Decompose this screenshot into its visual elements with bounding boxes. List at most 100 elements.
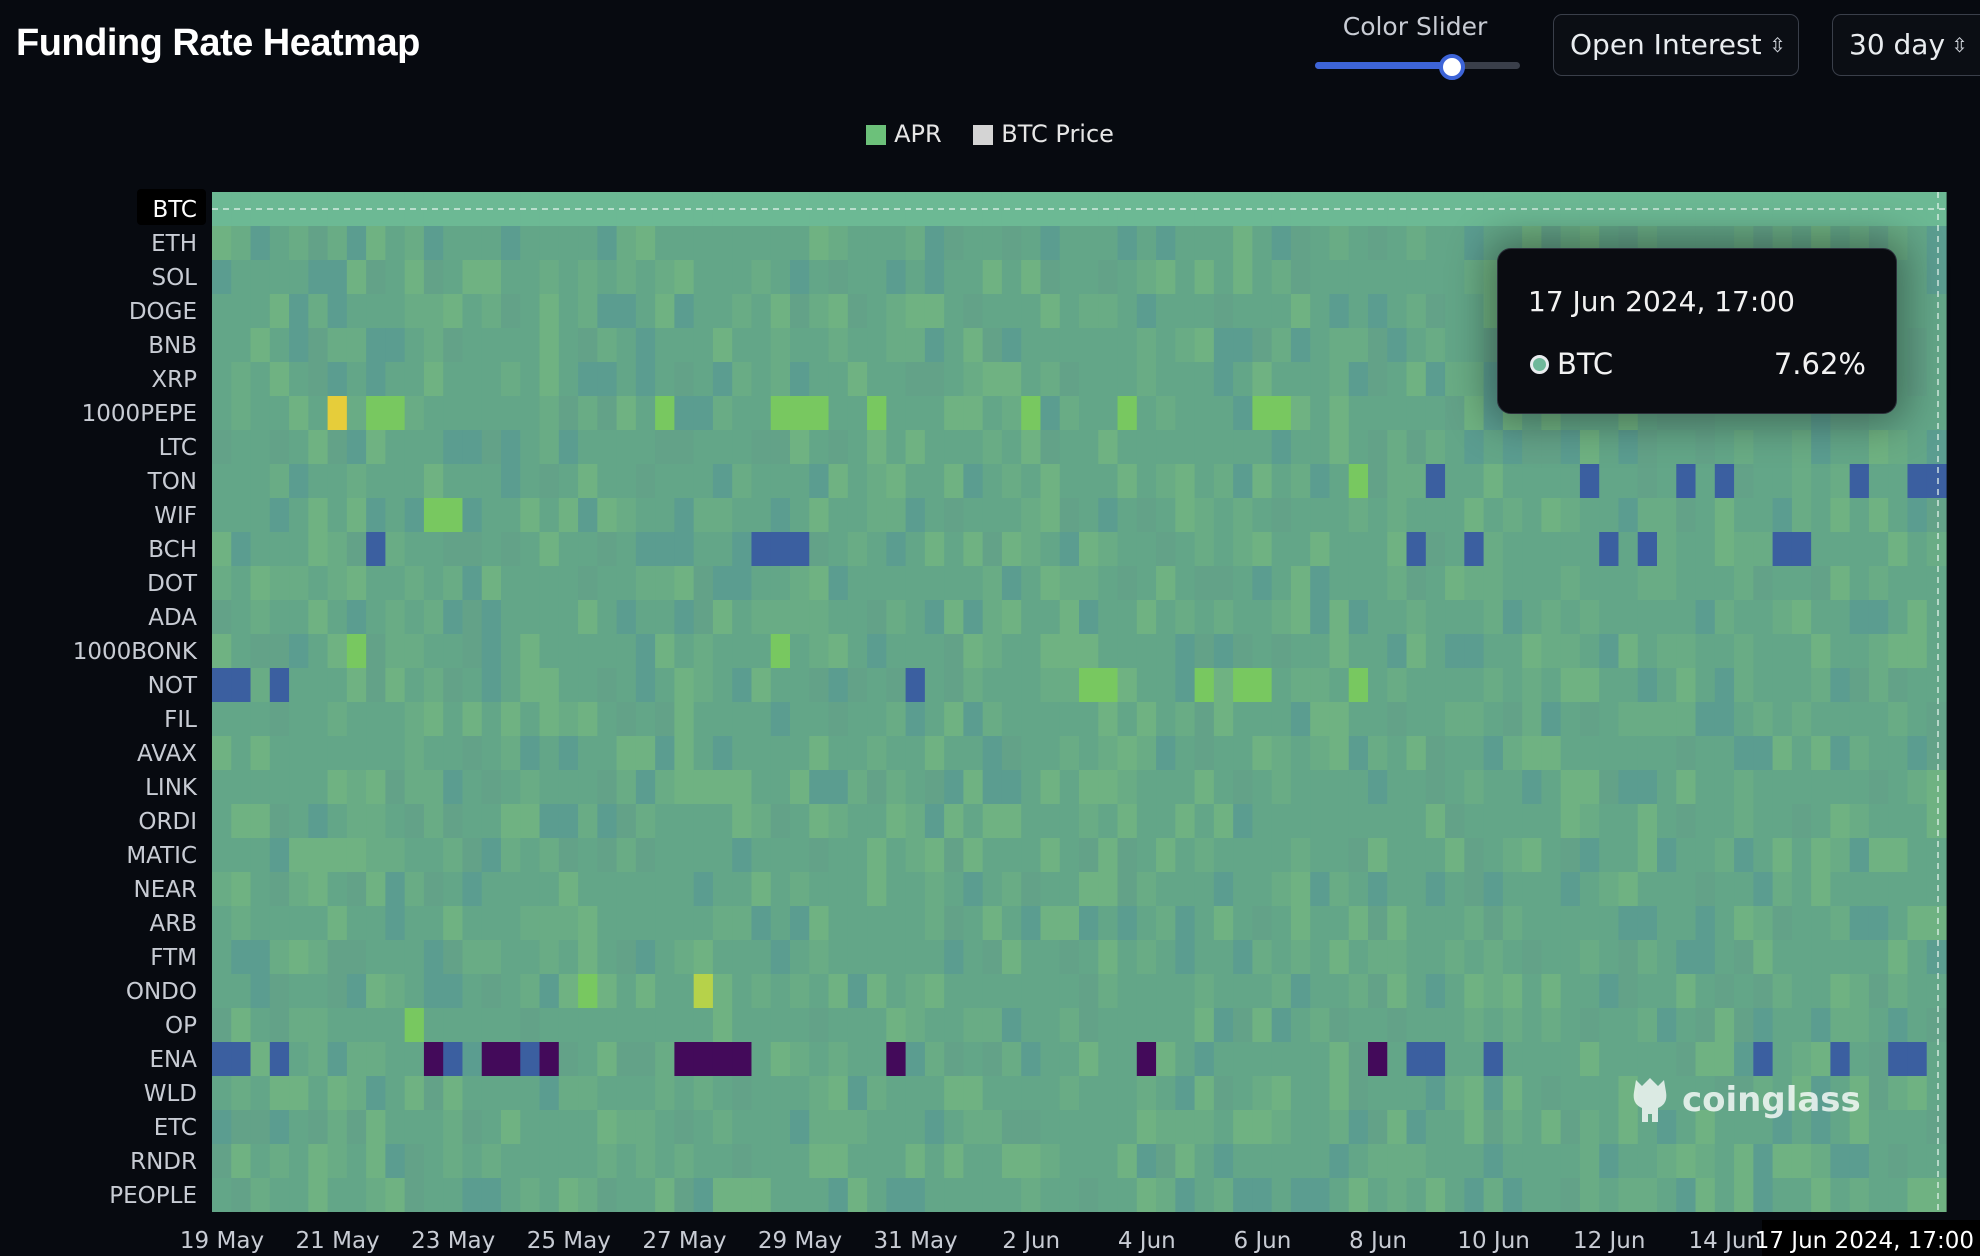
heatmap-cell[interactable] [924, 940, 945, 974]
heatmap-cell[interactable] [674, 430, 695, 464]
heatmap-cell[interactable] [963, 1042, 984, 1076]
heatmap-cell[interactable] [231, 974, 252, 1008]
heatmap-cell[interactable] [1734, 838, 1754, 872]
heatmap-cell[interactable] [212, 1144, 232, 1178]
heatmap-cell[interactable] [1464, 838, 1485, 872]
heatmap-cell[interactable] [1772, 566, 1793, 600]
heatmap-cell[interactable] [366, 294, 386, 328]
heatmap-cell[interactable] [944, 430, 964, 464]
heatmap-cell[interactable] [674, 464, 695, 498]
heatmap-cell[interactable] [655, 634, 675, 668]
heatmap-cell[interactable] [1714, 906, 1735, 940]
heatmap-cell[interactable] [982, 498, 1003, 532]
heatmap-cell[interactable] [1926, 872, 1947, 906]
heatmap-cell[interactable] [1059, 600, 1080, 634]
heatmap-cell[interactable] [1791, 736, 1812, 770]
heatmap-cell[interactable] [578, 1110, 598, 1144]
heatmap-cell[interactable] [635, 872, 656, 906]
heatmap-cell[interactable] [385, 192, 406, 226]
heatmap-cell[interactable] [886, 770, 907, 804]
heatmap-cell[interactable] [1579, 634, 1600, 668]
heatmap-cell[interactable] [867, 226, 887, 260]
heatmap-cell[interactable] [1868, 430, 1889, 464]
heatmap-cell[interactable] [1059, 804, 1080, 838]
heatmap-cell[interactable] [1290, 804, 1311, 838]
heatmap-cell[interactable] [1599, 906, 1620, 940]
heatmap-cell[interactable] [1252, 634, 1273, 668]
heatmap-cell[interactable] [655, 804, 675, 838]
heatmap-cell[interactable] [423, 226, 444, 260]
heatmap-cell[interactable] [1676, 1042, 1697, 1076]
heatmap-cell[interactable] [1464, 396, 1485, 430]
heatmap-cell[interactable] [944, 396, 964, 430]
heatmap-cell[interactable] [308, 940, 329, 974]
heatmap-cell[interactable] [1445, 430, 1465, 464]
heatmap-cell[interactable] [1425, 906, 1446, 940]
heatmap-cell[interactable] [1348, 1076, 1369, 1110]
heatmap-cell[interactable] [674, 192, 695, 226]
heatmap-cell[interactable] [462, 294, 483, 328]
heatmap-cell[interactable] [1483, 702, 1504, 736]
heatmap-cell[interactable] [1406, 702, 1427, 736]
heatmap-cell[interactable] [982, 294, 1003, 328]
heatmap-cell[interactable] [790, 1008, 810, 1042]
heatmap-cell[interactable] [462, 226, 483, 260]
heatmap-cell[interactable] [1079, 736, 1099, 770]
heatmap-cell[interactable] [597, 192, 618, 226]
heatmap-cell[interactable] [1541, 804, 1562, 838]
heatmap-cell[interactable] [289, 464, 309, 498]
heatmap-cell[interactable] [790, 770, 810, 804]
heatmap-cell[interactable] [366, 532, 386, 566]
heatmap-cell[interactable] [1907, 566, 1928, 600]
heatmap-cell[interactable] [1695, 906, 1716, 940]
heatmap-cell[interactable] [250, 1076, 271, 1110]
heatmap-cell[interactable] [944, 532, 964, 566]
heatmap-cell[interactable] [1156, 1042, 1176, 1076]
heatmap-cell[interactable] [1502, 804, 1523, 838]
heatmap-cell[interactable] [905, 1076, 926, 1110]
heatmap-cell[interactable] [1310, 804, 1331, 838]
heatmap-cell[interactable] [1599, 498, 1620, 532]
heatmap-cell[interactable] [1079, 464, 1099, 498]
heatmap-cell[interactable] [1772, 804, 1793, 838]
heatmap-cell[interactable] [712, 668, 733, 702]
heatmap-cell[interactable] [1926, 1144, 1947, 1178]
heatmap-cell[interactable] [423, 328, 444, 362]
heatmap-cell[interactable] [269, 600, 290, 634]
heatmap-cell[interactable] [1252, 600, 1273, 634]
heatmap-cell[interactable] [616, 260, 637, 294]
heatmap-cell[interactable] [462, 872, 483, 906]
heatmap-cell[interactable] [1213, 430, 1234, 464]
heatmap-cell[interactable] [1156, 260, 1176, 294]
heatmap-cell[interactable] [1483, 906, 1504, 940]
heatmap-cell[interactable] [1541, 872, 1562, 906]
heatmap-cell[interactable] [308, 260, 329, 294]
heatmap-cell[interactable] [1926, 362, 1947, 396]
heatmap-cell[interactable] [1213, 1110, 1234, 1144]
heatmap-cell[interactable] [847, 294, 868, 328]
heatmap-cell[interactable] [1714, 1042, 1735, 1076]
heatmap-cell[interactable] [1637, 770, 1658, 804]
heatmap-cell[interactable] [1425, 872, 1446, 906]
heatmap-cell[interactable] [1348, 328, 1369, 362]
heatmap-cell[interactable] [1001, 634, 1022, 668]
heatmap-cell[interactable] [231, 634, 252, 668]
heatmap-cell[interactable] [1868, 974, 1889, 1008]
heatmap-cell[interactable] [1271, 260, 1292, 294]
heatmap-cell[interactable] [558, 770, 579, 804]
heatmap-cell[interactable] [905, 838, 926, 872]
heatmap-cell[interactable] [231, 668, 252, 702]
heatmap-cell[interactable] [404, 498, 425, 532]
heatmap-cell[interactable] [1483, 736, 1504, 770]
heatmap-cell[interactable] [655, 498, 675, 532]
heatmap-cell[interactable] [944, 362, 964, 396]
heatmap-cell[interactable] [578, 430, 598, 464]
heatmap-cell[interactable] [250, 770, 271, 804]
heatmap-cell[interactable] [1252, 1042, 1273, 1076]
heatmap-cell[interactable] [1637, 464, 1658, 498]
heatmap-cell[interactable] [770, 260, 791, 294]
heatmap-cell[interactable] [385, 1144, 406, 1178]
heatmap-cell[interactable] [867, 940, 887, 974]
heatmap-cell[interactable] [1233, 634, 1253, 668]
heatmap-cell[interactable] [790, 328, 810, 362]
